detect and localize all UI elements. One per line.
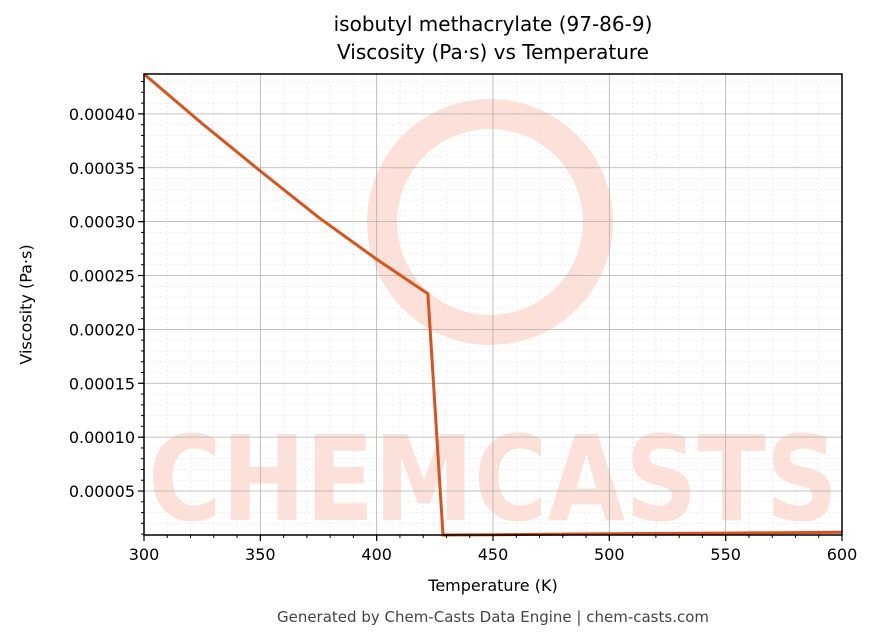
x-tick-label: 350 [245,545,276,564]
y-tick-label: 0.00015 [69,374,135,393]
footer-credit: Generated by Chem-Casts Data Engine | ch… [276,608,710,626]
x-tick-label: 550 [710,545,741,564]
x-tick-label: 400 [361,545,392,564]
x-tick-label: 450 [478,545,509,564]
chart-title-line1: isobutyl methacrylate (97-86-9) [333,12,653,36]
y-tick-label: 0.00040 [69,105,135,124]
y-tick-label: 0.00005 [69,482,135,501]
x-tick-label: 500 [594,545,625,564]
y-tick-label: 0.00030 [69,213,135,232]
y-tick-label: 0.00025 [69,267,135,286]
y-tick-label: 0.00020 [69,320,135,339]
x-tick-label: 300 [129,545,160,564]
x-axis-label: Temperature (K) [428,576,558,595]
x-tick-label: 600 [827,545,858,564]
data-line [143,72,843,537]
chart-title-line2: Viscosity (Pa·s) vs Temperature [337,40,649,64]
y-tick-label: 0.00035 [69,159,135,178]
y-tick-label: 0.00010 [69,428,135,447]
y-axis-label: Viscosity (Pa·s) [16,244,36,365]
